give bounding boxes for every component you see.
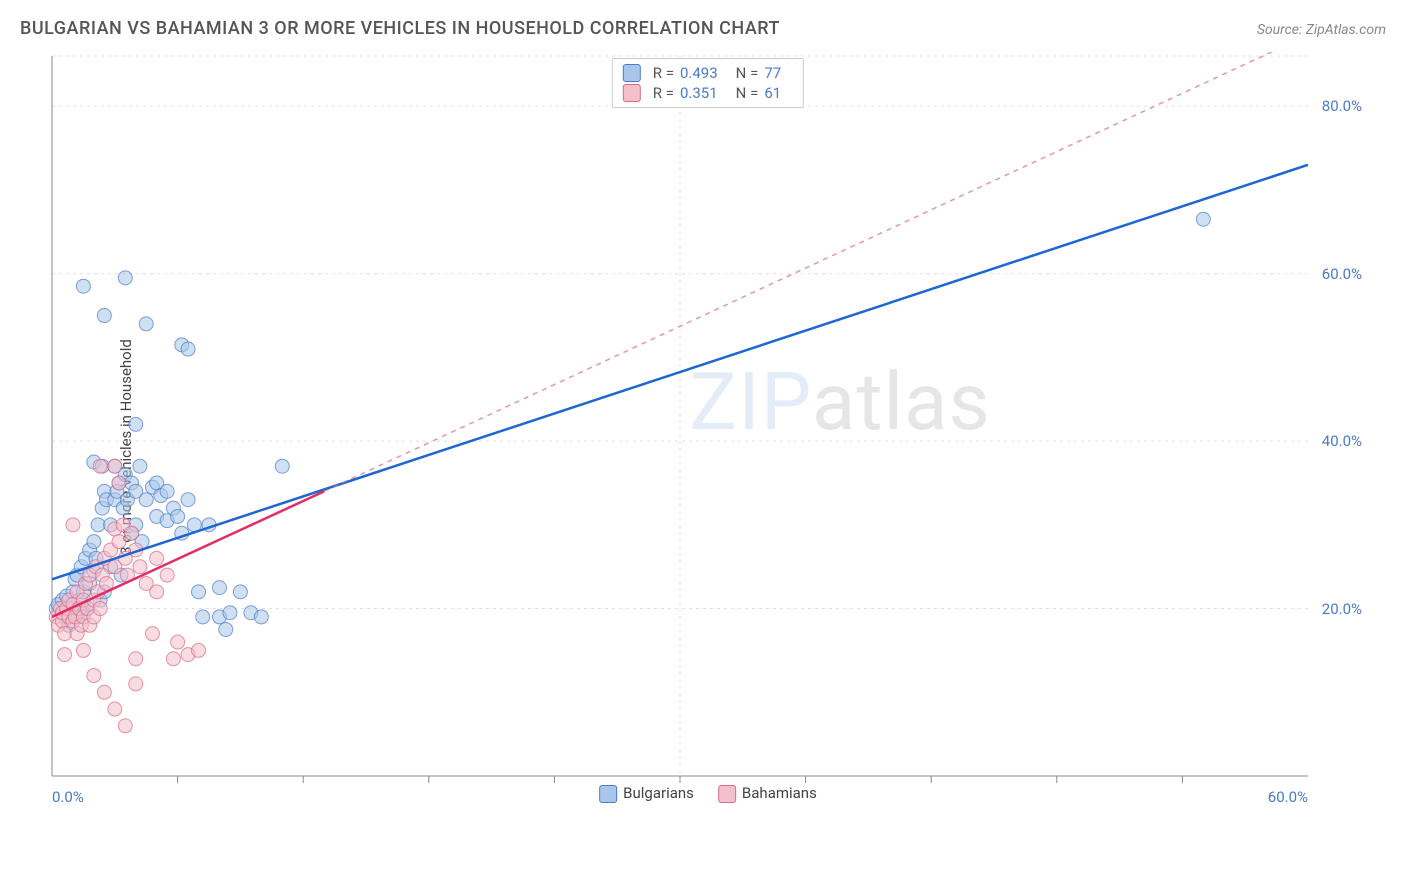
legend-label: Bulgarians bbox=[623, 784, 694, 802]
chart-source: Source: ZipAtlas.com bbox=[1257, 22, 1386, 38]
y-tick-label: 40.0% bbox=[1322, 432, 1362, 450]
chart-title: BULGARIAN VS BAHAMIAN 3 OR MORE VEHICLES… bbox=[20, 18, 780, 39]
y-tick-label: 60.0% bbox=[1322, 265, 1362, 283]
x-tick-label: 60.0% bbox=[1268, 788, 1308, 806]
legend-swatch-icon bbox=[599, 785, 617, 803]
y-tick-label: 80.0% bbox=[1322, 97, 1362, 115]
legend-swatch-icon bbox=[623, 84, 641, 102]
legend-swatch-icon bbox=[623, 64, 641, 82]
legend-label: Bahamians bbox=[742, 784, 817, 802]
n-label: N = bbox=[736, 64, 759, 82]
legend-item-bahamians: Bahamians bbox=[718, 784, 817, 803]
r-label: R = bbox=[653, 64, 674, 82]
legend-swatch-icon bbox=[718, 785, 736, 803]
n-value: 77 bbox=[764, 64, 781, 82]
chart-container: 3 or more Vehicles in Household ZIPatlas… bbox=[48, 52, 1388, 842]
r-value: 0.493 bbox=[680, 64, 718, 82]
r-value: 0.351 bbox=[680, 84, 718, 102]
x-tick-label: 0.0% bbox=[52, 788, 84, 806]
legend-item-bulgarians: Bulgarians bbox=[599, 784, 694, 803]
legend-stat-row-bulgarians: R = 0.493 N = 77 bbox=[623, 63, 793, 83]
scatter-plot: ZIPatlas20.0%40.0%60.0%80.0%0.0%60.0%Bul… bbox=[48, 52, 1368, 812]
n-value: 61 bbox=[764, 84, 781, 102]
y-tick-label: 20.0% bbox=[1322, 600, 1362, 618]
legend-bottom: Bulgarians Bahamians bbox=[599, 784, 817, 803]
r-label: R = bbox=[653, 84, 674, 102]
legend-top-stats: R = 0.493 N = 77 R = 0.351 N = 61 bbox=[612, 58, 804, 108]
n-label: N = bbox=[736, 84, 759, 102]
legend-stat-row-bahamians: R = 0.351 N = 61 bbox=[623, 83, 793, 103]
